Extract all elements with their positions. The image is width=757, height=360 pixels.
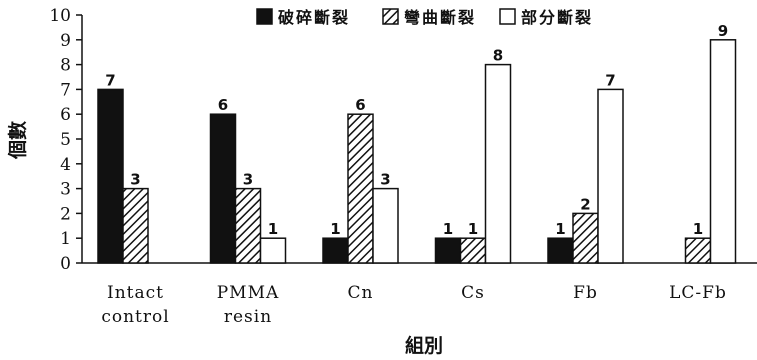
bar-data-label: 1	[330, 220, 340, 238]
y-tick-label: 1	[60, 229, 71, 249]
bar-hatch	[347, 113, 374, 264]
legend-swatch-open	[499, 8, 516, 25]
bar-data-label: 7	[605, 71, 615, 89]
bar-data-label: 7	[105, 71, 115, 89]
bar-open	[597, 88, 624, 264]
y-tick-label: 7	[60, 80, 71, 100]
bar-data-label: 1	[693, 220, 703, 238]
y-tick-label: 2	[60, 204, 71, 224]
bar-hatch	[684, 237, 712, 264]
bar-data-label: 3	[130, 171, 140, 189]
bar-open	[372, 187, 399, 264]
bar-hatch	[234, 187, 262, 264]
bar-data-label: 3	[243, 171, 253, 189]
bar-hatch	[122, 187, 149, 264]
bar-data-label: 2	[580, 195, 590, 213]
bar-data-label: 3	[380, 171, 390, 189]
category-label: resin	[224, 307, 272, 327]
bar-open	[259, 237, 287, 264]
bar-solid	[322, 237, 349, 264]
category-label: LC-Fb	[669, 283, 727, 303]
category-label: Cn	[348, 283, 374, 303]
legend-label: 破碎斷裂	[278, 8, 350, 27]
y-tick-label: 6	[60, 105, 71, 125]
bar-solid	[209, 113, 237, 264]
y-tick-label: 3	[60, 180, 71, 200]
bar-hatch	[572, 212, 599, 264]
category-label: Intact	[107, 283, 164, 303]
x-axis-labels: Intact control PMMA resin Cn Cs Fb LC-Fb	[101, 283, 727, 327]
y-tick-label: 5	[60, 130, 71, 150]
legend: 破碎斷裂 彎曲斷裂 部分斷裂	[256, 8, 593, 27]
bar-hatch	[459, 237, 487, 264]
y-tick-label: 0	[60, 254, 71, 274]
category-label: PMMA	[217, 283, 280, 303]
bar-data-label: 8	[493, 47, 503, 65]
bar-data-label: 9	[718, 22, 728, 40]
y-tick-label: 8	[60, 56, 71, 76]
bar-data-label: 1	[268, 220, 278, 238]
bar-solid	[547, 237, 574, 264]
bar-open	[709, 39, 737, 264]
category-label: Cs	[461, 283, 485, 303]
category-label: control	[101, 307, 169, 327]
y-axis-label: 個數	[7, 121, 29, 160]
x-axis-label: 組別	[405, 334, 443, 357]
bar-solid	[434, 237, 462, 264]
y-tick-label: 9	[60, 31, 71, 51]
bar-data-label: 6	[355, 96, 365, 114]
bar-data-label: 6	[218, 96, 228, 114]
legend-label: 彎曲斷裂	[404, 8, 476, 27]
bar-solid	[97, 88, 124, 264]
bar-open	[484, 63, 512, 264]
bar-data-label: 1	[555, 220, 565, 238]
legend-swatch-hatch	[382, 8, 399, 25]
legend-label: 部分斷裂	[521, 8, 593, 27]
bar-data-label: 1	[468, 220, 478, 238]
category-label: Fb	[573, 283, 598, 303]
y-tick-label: 10	[49, 6, 71, 26]
legend-swatch-solid	[256, 8, 273, 25]
y-tick-label: 4	[60, 155, 71, 175]
bar-data-label: 1	[443, 220, 453, 238]
